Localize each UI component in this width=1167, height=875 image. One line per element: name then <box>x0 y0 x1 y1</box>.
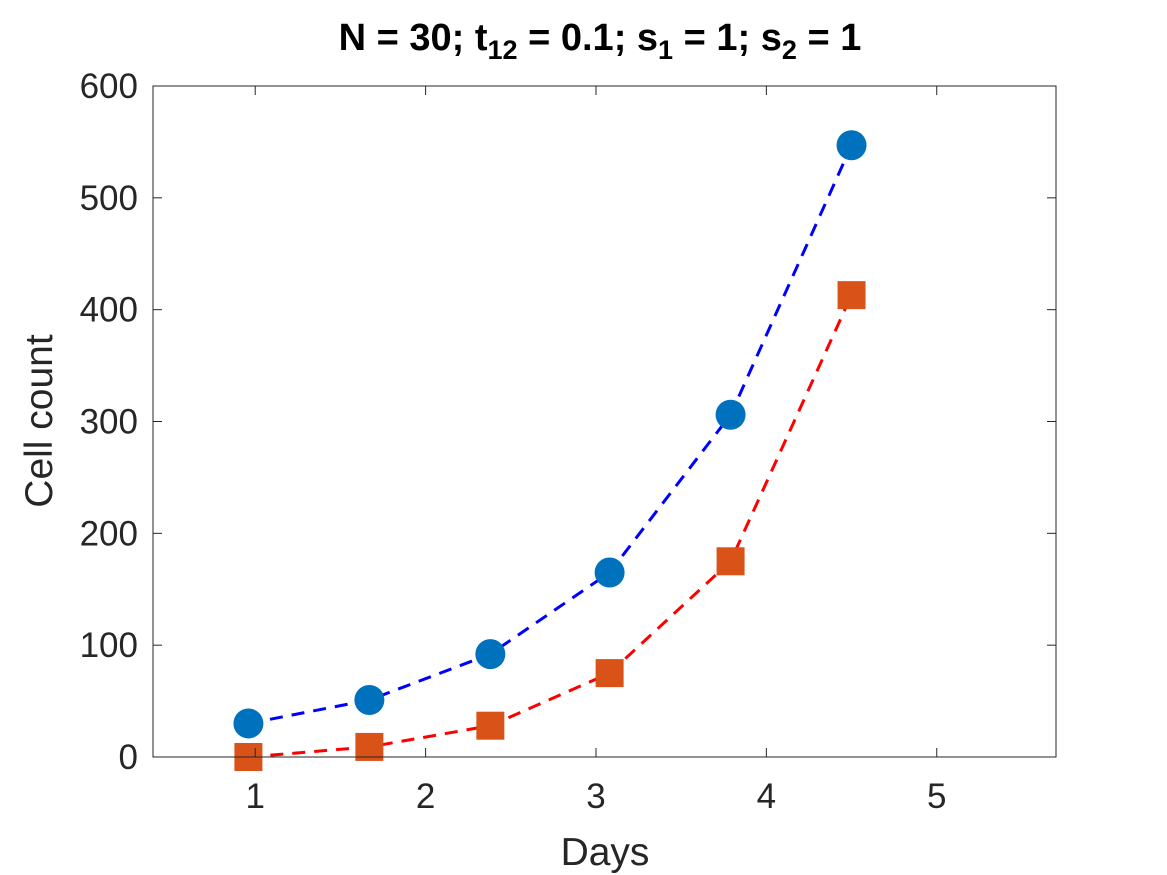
series-2-point <box>355 732 384 761</box>
series-1-point <box>354 684 385 715</box>
y-tick-label: 200 <box>80 514 138 553</box>
y-axis-label: Cell count <box>18 334 61 508</box>
chart-title: N = 30; t12 = 0.1; s1 = 1; s2 = 1 <box>339 17 862 65</box>
series-2-line <box>248 294 853 759</box>
tick-layer: 1 2 3 4 5 0 100 200 300 400 500 600 <box>80 67 1056 816</box>
x-tick-label: 2 <box>416 777 435 816</box>
x-tick-label: 4 <box>757 777 776 816</box>
x-tick-label: 3 <box>586 777 605 816</box>
series-1-point <box>594 557 625 588</box>
title-part: = 1 <box>797 17 861 59</box>
title-part: 2 <box>782 35 797 65</box>
series-1-point <box>233 708 264 739</box>
series-2-point <box>595 659 624 688</box>
title-part: 12 <box>488 35 518 65</box>
series-2-point <box>837 281 866 310</box>
x-tick-label: 1 <box>245 777 264 816</box>
x-axis-label: Days <box>561 831 650 874</box>
x-tick-label: 5 <box>927 777 946 816</box>
series-1-point <box>836 130 867 161</box>
y-tick-label: 400 <box>80 291 138 330</box>
series-1-line <box>248 144 853 725</box>
title-part: = 0.1; s <box>518 17 658 59</box>
y-tick-label: 600 <box>80 67 138 106</box>
title-part: N = 30; t <box>339 17 488 59</box>
y-tick-label: 0 <box>119 738 138 777</box>
title-part: = 1; s <box>673 17 782 59</box>
series-1-point <box>475 639 506 670</box>
series-1-point <box>715 399 746 430</box>
series-2-point <box>476 711 505 740</box>
y-tick-label: 500 <box>80 179 138 218</box>
y-tick-label: 300 <box>80 403 138 442</box>
y-tick-label: 100 <box>80 626 138 665</box>
series-2-point <box>716 547 745 576</box>
plot-background <box>153 86 1056 757</box>
title-part: 1 <box>658 35 673 65</box>
